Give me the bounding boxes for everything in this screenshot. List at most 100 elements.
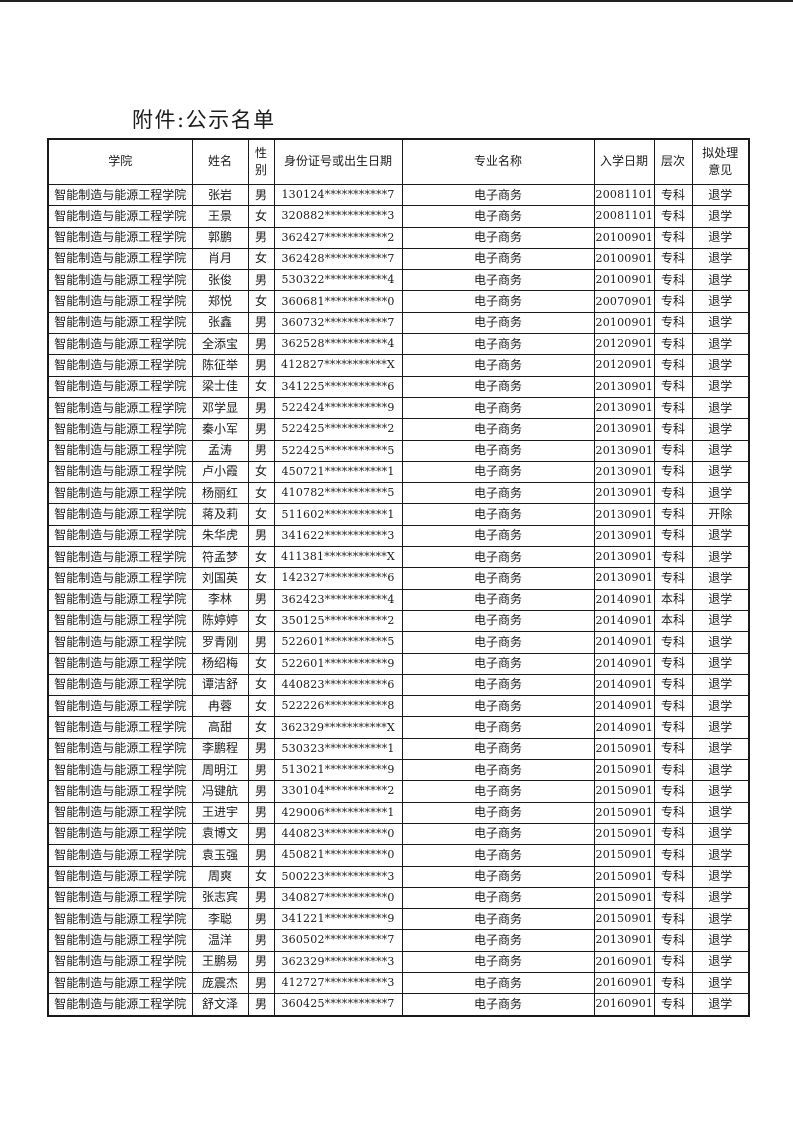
cell-college: 智能制造与能源工程学院 (47, 567, 193, 590)
cell-level: 专科 (653, 396, 693, 420)
cell-name: 王进宇 (191, 801, 249, 824)
cell-action: 退学 (691, 801, 750, 824)
cell-college: 智能制造与能源工程学院 (47, 886, 193, 910)
cell-id-number: 362329***********3 (273, 950, 403, 973)
cell-name: 张岩 (191, 183, 249, 207)
cell-id-number: 362329***********X (273, 716, 403, 739)
cell-college: 智能制造与能源工程学院 (47, 865, 193, 888)
cell-college: 智能制造与能源工程学院 (47, 908, 193, 931)
table-row: 智能制造与能源工程学院 高甜 女 362329***********X 电子商务… (47, 716, 750, 739)
cell-college: 智能制造与能源工程学院 (47, 333, 193, 356)
table-row: 智能制造与能源工程学院 李林 男 362423***********4 电子商务… (47, 588, 750, 611)
table-row: 智能制造与能源工程学院 张俊 男 530322***********4 电子商务… (47, 269, 750, 292)
col-header-gender: 性别 (247, 138, 275, 185)
cell-college: 智能制造与能源工程学院 (47, 226, 193, 249)
cell-gender: 男 (247, 971, 275, 995)
cell-name: 周明江 (191, 759, 249, 782)
cell-gender: 女 (247, 609, 275, 633)
cell-name: 梁士佳 (191, 375, 249, 398)
cell-gender: 女 (247, 865, 275, 888)
cell-major: 电子商务 (401, 780, 595, 803)
table-row: 智能制造与能源工程学院 冉蓉 女 522226***********8 电子商务… (47, 695, 750, 718)
cell-enroll-date: 20130901 (593, 503, 655, 526)
cell-id-number: 450721***********1 (273, 460, 403, 484)
cell-name: 袁玉强 (191, 844, 249, 867)
cell-name: 邓学显 (191, 396, 249, 420)
cell-id-number: 522425***********5 (273, 439, 403, 462)
col-header-name: 姓名 (191, 138, 249, 185)
cell-enroll-date: 20150901 (593, 737, 655, 761)
cell-action: 退学 (691, 354, 750, 377)
cell-gender: 男 (247, 354, 275, 377)
cell-id-number: 362528***********4 (273, 333, 403, 356)
cell-enroll-date: 20140901 (593, 609, 655, 633)
cell-name: 冯键航 (191, 780, 249, 803)
cell-major: 电子商务 (401, 205, 595, 228)
col-header-enroll-date: 入学日期 (593, 138, 655, 185)
cell-enroll-date: 20100901 (593, 269, 655, 292)
cell-major: 电子商务 (401, 333, 595, 356)
header-row: 学院 姓名 性别 身份证号或出生日期 专业名称 入学日期 层次 拟处理意见 (47, 138, 750, 185)
cell-name: 袁博文 (191, 822, 249, 846)
table-row: 智能制造与能源工程学院 陈婷婷 女 350125***********2 电子商… (47, 609, 750, 633)
cell-name: 王景 (191, 205, 249, 228)
cell-enroll-date: 20130901 (593, 546, 655, 569)
cell-college: 智能制造与能源工程学院 (47, 801, 193, 824)
cell-level: 专科 (653, 993, 693, 1017)
cell-gender: 女 (247, 375, 275, 398)
cell-id-number: 350125***********2 (273, 609, 403, 633)
cell-gender: 女 (247, 247, 275, 271)
cell-gender: 男 (247, 418, 275, 441)
cell-name: 高甜 (191, 716, 249, 739)
cell-enroll-date: 20160901 (593, 993, 655, 1017)
cell-action: 退学 (691, 247, 750, 271)
cell-gender: 男 (247, 396, 275, 420)
cell-id-number: 411381***********X (273, 546, 403, 569)
cell-college: 智能制造与能源工程学院 (47, 546, 193, 569)
cell-name: 蒋及莉 (191, 503, 249, 526)
cell-name: 王鹏易 (191, 950, 249, 973)
cell-level: 专科 (653, 226, 693, 249)
cell-gender: 女 (247, 716, 275, 739)
cell-level: 专科 (653, 737, 693, 761)
cell-enroll-date: 20081101 (593, 183, 655, 207)
cell-major: 电子商务 (401, 439, 595, 462)
cell-major: 电子商务 (401, 652, 595, 675)
table-row: 智能制造与能源工程学院 王进宇 男 429006***********1 电子商… (47, 801, 750, 824)
cell-enroll-date: 20150901 (593, 865, 655, 888)
cell-enroll-date: 20130901 (593, 482, 655, 505)
cell-id-number: 410782***********5 (273, 482, 403, 505)
cell-major: 电子商务 (401, 567, 595, 590)
cell-name: 谭洁舒 (191, 673, 249, 697)
cell-level: 专科 (653, 333, 693, 356)
cell-college: 智能制造与能源工程学院 (47, 673, 193, 697)
cell-enroll-date: 20160901 (593, 971, 655, 995)
cell-enroll-date: 20100901 (593, 311, 655, 335)
cell-major: 电子商务 (401, 929, 595, 952)
cell-major: 电子商务 (401, 460, 595, 484)
cell-enroll-date: 20160901 (593, 950, 655, 973)
cell-gender: 女 (247, 673, 275, 697)
cell-action: 退学 (691, 780, 750, 803)
cell-gender: 女 (247, 695, 275, 718)
cell-level: 专科 (653, 695, 693, 718)
cell-name: 郭鹏 (191, 226, 249, 249)
cell-major: 电子商务 (401, 844, 595, 867)
cell-major: 电子商务 (401, 716, 595, 739)
col-header-college: 学院 (47, 138, 193, 185)
cell-id-number: 511602***********1 (273, 503, 403, 526)
cell-name: 李鹏程 (191, 737, 249, 761)
table-row: 智能制造与能源工程学院 卢小霞 女 450721***********1 电子商… (47, 460, 750, 484)
cell-name: 秦小军 (191, 418, 249, 441)
cell-name: 张鑫 (191, 311, 249, 335)
cell-college: 智能制造与能源工程学院 (47, 929, 193, 952)
cell-id-number: 340827***********0 (273, 886, 403, 910)
page-title: 附件:公示名单 (132, 108, 276, 132)
cell-level: 专科 (653, 439, 693, 462)
table-row: 智能制造与能源工程学院 袁玉强 男 450821***********0 电子商… (47, 844, 750, 867)
cell-action: 退学 (691, 908, 750, 931)
table-row: 智能制造与能源工程学院 周爽 女 500223***********3 电子商务… (47, 865, 750, 888)
cell-gender: 男 (247, 439, 275, 462)
cell-college: 智能制造与能源工程学院 (47, 822, 193, 846)
cell-level: 专科 (653, 269, 693, 292)
